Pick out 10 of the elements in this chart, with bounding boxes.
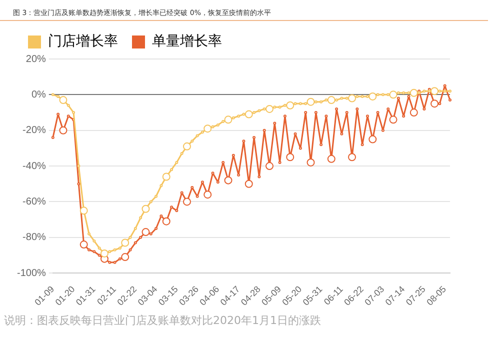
y-tick-label: -80% — [22, 232, 46, 244]
y-tick-label: -60% — [22, 196, 46, 208]
y-tick-label: -100% — [17, 268, 46, 279]
text: 说明：图表反映每日营业门店及账单数对比2020年1月1日的涨跌 — [4, 313, 322, 328]
y-tick-label: 0% — [31, 89, 46, 100]
legend-label: 门店增长率 — [48, 34, 118, 50]
y-tick-label: 20% — [26, 54, 46, 65]
y-tick-label: -40% — [22, 160, 46, 172]
y-tick-label: -20% — [22, 125, 46, 136]
legend-label: 单量增长率 — [152, 34, 222, 50]
